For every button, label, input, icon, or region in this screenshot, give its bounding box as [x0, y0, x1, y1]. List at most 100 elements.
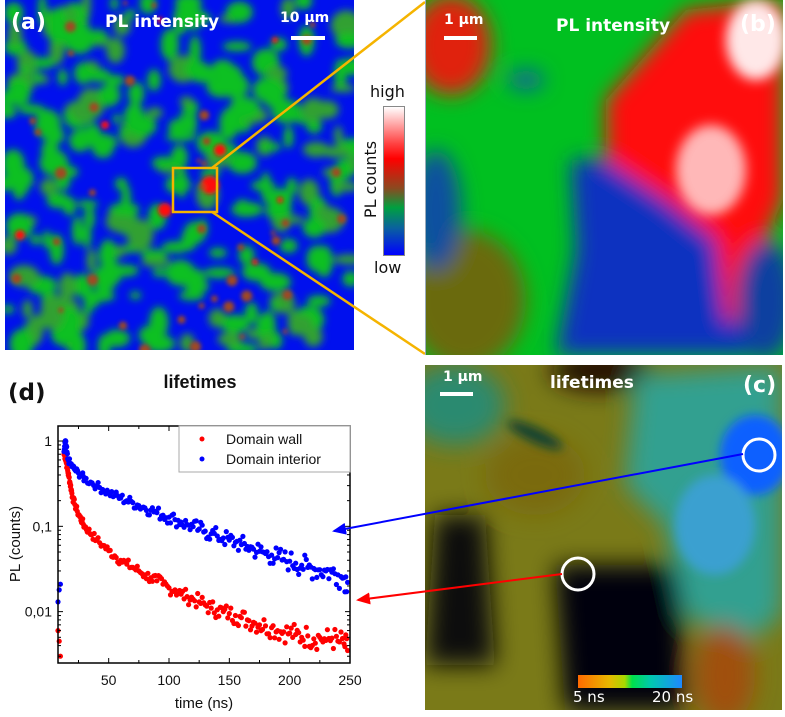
x-tick-label: 150: [218, 672, 242, 688]
wall-data-point: [288, 625, 294, 631]
colorbar-max-label: 20 ns: [652, 688, 694, 706]
interior-data-point: [344, 589, 350, 595]
interior-data-point: [213, 525, 219, 531]
interior-data-point: [223, 529, 229, 535]
interior-data-point: [222, 541, 228, 548]
interior-data-point: [345, 579, 351, 585]
wall-data-point: [205, 610, 211, 616]
interior-data-point: [252, 554, 258, 560]
wall-data-point: [238, 615, 244, 621]
interior-data-point: [309, 576, 315, 582]
wall-data-point: [195, 590, 201, 597]
interior-data-point: [196, 526, 202, 532]
interior-data-point: [302, 552, 308, 558]
wall-data-point: [86, 526, 92, 532]
wall-data-point: [342, 644, 348, 650]
wall-data-point: [336, 639, 342, 645]
legend-marker-wall: [199, 436, 205, 442]
panel-title-c: lifetimes: [550, 373, 634, 393]
scale-bar-label-a: 10 µm: [280, 10, 330, 26]
wall-data-point: [183, 586, 189, 592]
wall-data-point: [154, 578, 160, 584]
x-tick-label: 250: [338, 672, 362, 688]
wall-data-point: [66, 474, 72, 480]
decay-chart: lifetimes 50 100 150 200 250 1 0,1 0,01 time (…: [7, 372, 362, 712]
interior-data-point: [282, 549, 288, 555]
interior-data-point: [95, 480, 101, 486]
wall-data-point: [125, 557, 131, 563]
wall-data-point: [291, 621, 297, 628]
wall-data-point: [305, 633, 311, 639]
x-tick-label: 100: [157, 672, 181, 688]
wall-data-point: [186, 602, 192, 608]
legend-label-interior: Domain interior: [226, 451, 321, 467]
panel-label-b: (b): [740, 12, 776, 37]
scale-bar-label-b: 1 µm: [444, 12, 484, 28]
interior-data-point: [207, 536, 213, 542]
wall-data-point: [338, 629, 344, 635]
scale-bar-c: [440, 392, 473, 396]
wall-data-point: [113, 554, 119, 561]
pl-zoom-image: [426, 0, 783, 355]
y-axis-label: PL (counts): [7, 506, 24, 582]
interior-data-point: [330, 566, 336, 572]
wall-data-point: [107, 547, 113, 553]
wall-data-point: [228, 605, 234, 611]
wall-data-point: [172, 587, 178, 593]
wall-data-point: [134, 563, 140, 569]
wall-data-point: [74, 503, 80, 509]
interior-data-point: [270, 560, 276, 566]
wall-data-point: [272, 635, 278, 641]
pl-map-image: [5, 0, 354, 350]
wall-data-point: [225, 615, 231, 621]
connector-bottom: [211, 210, 426, 356]
interior-data-point: [119, 492, 125, 498]
legend-box: [178, 425, 351, 473]
wall-data-point: [312, 640, 318, 646]
scale-bar-b: [444, 36, 477, 40]
interior-data-point: [317, 567, 323, 573]
wall-data-point: [267, 635, 273, 641]
wall-data-point: [330, 645, 336, 652]
interior-data-point: [199, 522, 205, 528]
interior-data-point: [275, 555, 281, 561]
x-axis-label: time (ns): [175, 695, 233, 712]
interior-data-point: [333, 581, 339, 588]
interior-data-point: [314, 574, 320, 580]
wall-data-point: [166, 585, 172, 591]
interior-data-point: [149, 505, 155, 511]
interior-data-point: [296, 571, 302, 577]
interior-data-point: [264, 549, 270, 555]
wall-data-point: [210, 599, 216, 605]
interior-data-point: [326, 576, 332, 582]
wall-data-point: [281, 629, 287, 635]
y-tick-label: 1: [44, 433, 52, 449]
wall-data-point: [314, 646, 320, 652]
wall-data-point: [270, 623, 276, 629]
scale-bar-label-c: 1 µm: [443, 369, 483, 385]
wall-data-point: [95, 535, 101, 541]
wall-data-point: [266, 631, 272, 637]
interior-data-point: [269, 552, 275, 558]
wall-data-point: [192, 598, 198, 604]
wall-data-point: [68, 482, 74, 488]
interior-data-point: [167, 520, 174, 526]
lifetime-map-image: [425, 365, 782, 710]
wall-data-point: [302, 643, 308, 649]
interior-data-point: [273, 545, 279, 551]
wall-data-point: [311, 636, 317, 642]
interior-data-point: [155, 505, 162, 511]
wall-data-point: [208, 605, 214, 611]
interior-data-point: [193, 518, 199, 524]
wall-data-point: [241, 609, 247, 615]
wall-data-point: [256, 622, 263, 628]
interior-data-point: [214, 533, 220, 539]
wall-data-point: [226, 610, 232, 617]
wall-data-point: [262, 623, 269, 629]
wall-data-point: [235, 622, 241, 629]
legend-marker-interior: [199, 456, 205, 462]
wall-data-point: [80, 516, 86, 522]
wall-data-point: [193, 604, 199, 610]
interior-data-point: [64, 444, 70, 450]
interior-data-point: [64, 451, 70, 457]
